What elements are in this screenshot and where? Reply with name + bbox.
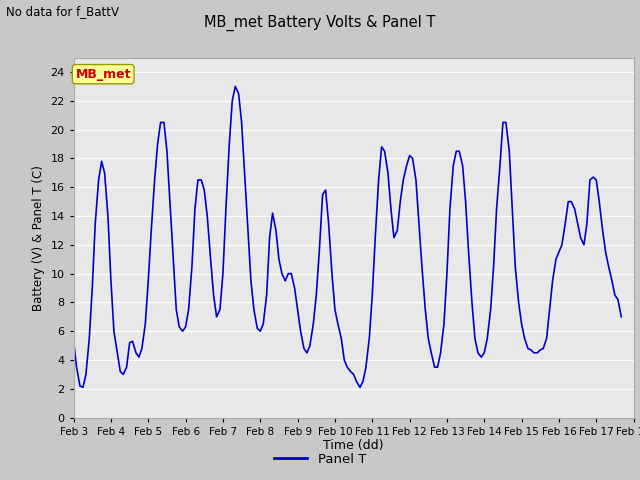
Text: No data for f_BattV: No data for f_BattV	[6, 5, 120, 18]
Legend: Panel T: Panel T	[269, 447, 371, 471]
Text: MB_met: MB_met	[76, 68, 131, 81]
Y-axis label: Battery (V) & Panel T (C): Battery (V) & Panel T (C)	[32, 165, 45, 311]
X-axis label: Time (dd): Time (dd)	[323, 439, 384, 453]
Text: MB_met Battery Volts & Panel T: MB_met Battery Volts & Panel T	[204, 14, 436, 31]
